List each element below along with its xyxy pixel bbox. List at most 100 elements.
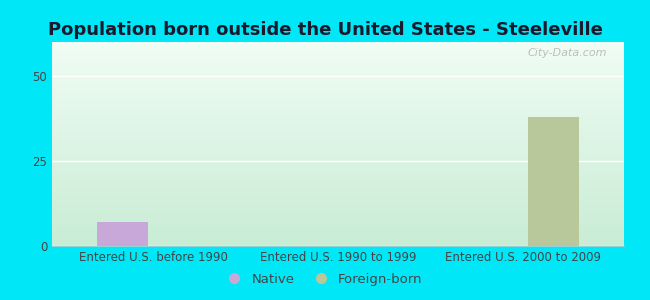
Bar [52,157,624,158]
Bar [52,84,624,85]
Bar [52,107,624,108]
Bar [52,180,624,181]
Bar [52,226,624,228]
Bar [52,110,624,111]
Bar [52,144,624,145]
Bar [52,127,624,128]
Bar [52,207,624,208]
Bar [52,46,624,47]
Bar [52,216,624,217]
Bar [52,76,624,77]
Bar [52,229,624,230]
Bar [52,239,624,240]
Bar [52,141,624,142]
Bar [52,65,624,67]
Bar [52,242,624,243]
Bar [52,164,624,165]
Bar [52,134,624,135]
Bar [52,118,624,119]
Bar [52,93,624,94]
Bar [52,64,624,65]
Bar [52,49,624,50]
Bar [52,182,624,183]
Bar [52,151,624,152]
Bar [528,117,579,246]
Bar [52,197,624,198]
Bar [52,70,624,72]
Bar [52,124,624,126]
Bar [52,100,624,101]
Bar [52,90,624,91]
Bar [52,192,624,193]
Bar [52,169,624,170]
Bar [52,204,624,205]
Bar [52,80,624,81]
Bar [52,240,624,241]
Bar [52,59,624,60]
Bar [52,82,624,83]
Bar [52,208,624,209]
Bar [52,68,624,70]
Bar [52,178,624,179]
Bar [52,165,624,166]
Bar [52,62,624,63]
Bar [52,48,624,49]
Bar [52,194,624,195]
Bar [52,160,624,161]
Bar [52,147,624,148]
Bar [52,105,624,106]
Bar [52,205,624,206]
Bar [52,72,624,73]
Bar [52,137,624,138]
Bar [52,67,624,68]
Bar [52,94,624,95]
Bar [52,224,624,225]
Bar [52,130,624,131]
Bar [52,213,624,214]
Bar [52,99,624,100]
Bar [52,183,624,184]
Bar [52,215,624,216]
Bar [52,135,624,136]
Legend: Native, Foreign-born: Native, Foreign-born [224,269,426,290]
Bar [52,206,624,207]
Bar [52,214,624,215]
Bar [52,185,624,186]
Bar [52,44,624,45]
Bar [97,222,148,246]
Bar [52,58,624,59]
Bar [52,43,624,44]
Bar [52,156,624,157]
Bar [52,212,624,213]
Bar [52,241,624,242]
Bar [52,149,624,150]
Bar [52,113,624,114]
Bar [52,223,624,224]
Bar [52,85,624,86]
Bar [52,132,624,133]
Bar [52,118,624,119]
Bar [52,230,624,231]
Bar [52,233,624,234]
Bar [52,78,624,79]
Bar [52,203,624,204]
Bar [52,47,624,48]
Bar [52,56,624,57]
Bar [52,231,624,232]
Bar [52,128,624,129]
Bar [52,98,624,99]
Bar [52,95,624,96]
Bar [52,244,624,245]
Bar [52,50,624,51]
Bar [52,123,624,124]
Bar [52,112,624,113]
Bar [52,202,624,203]
Bar [52,243,624,244]
Bar [52,101,624,102]
Bar [52,146,624,147]
Bar [52,179,624,180]
Bar [52,133,624,134]
Bar [52,187,624,188]
Bar [52,111,624,112]
Bar [52,53,624,54]
